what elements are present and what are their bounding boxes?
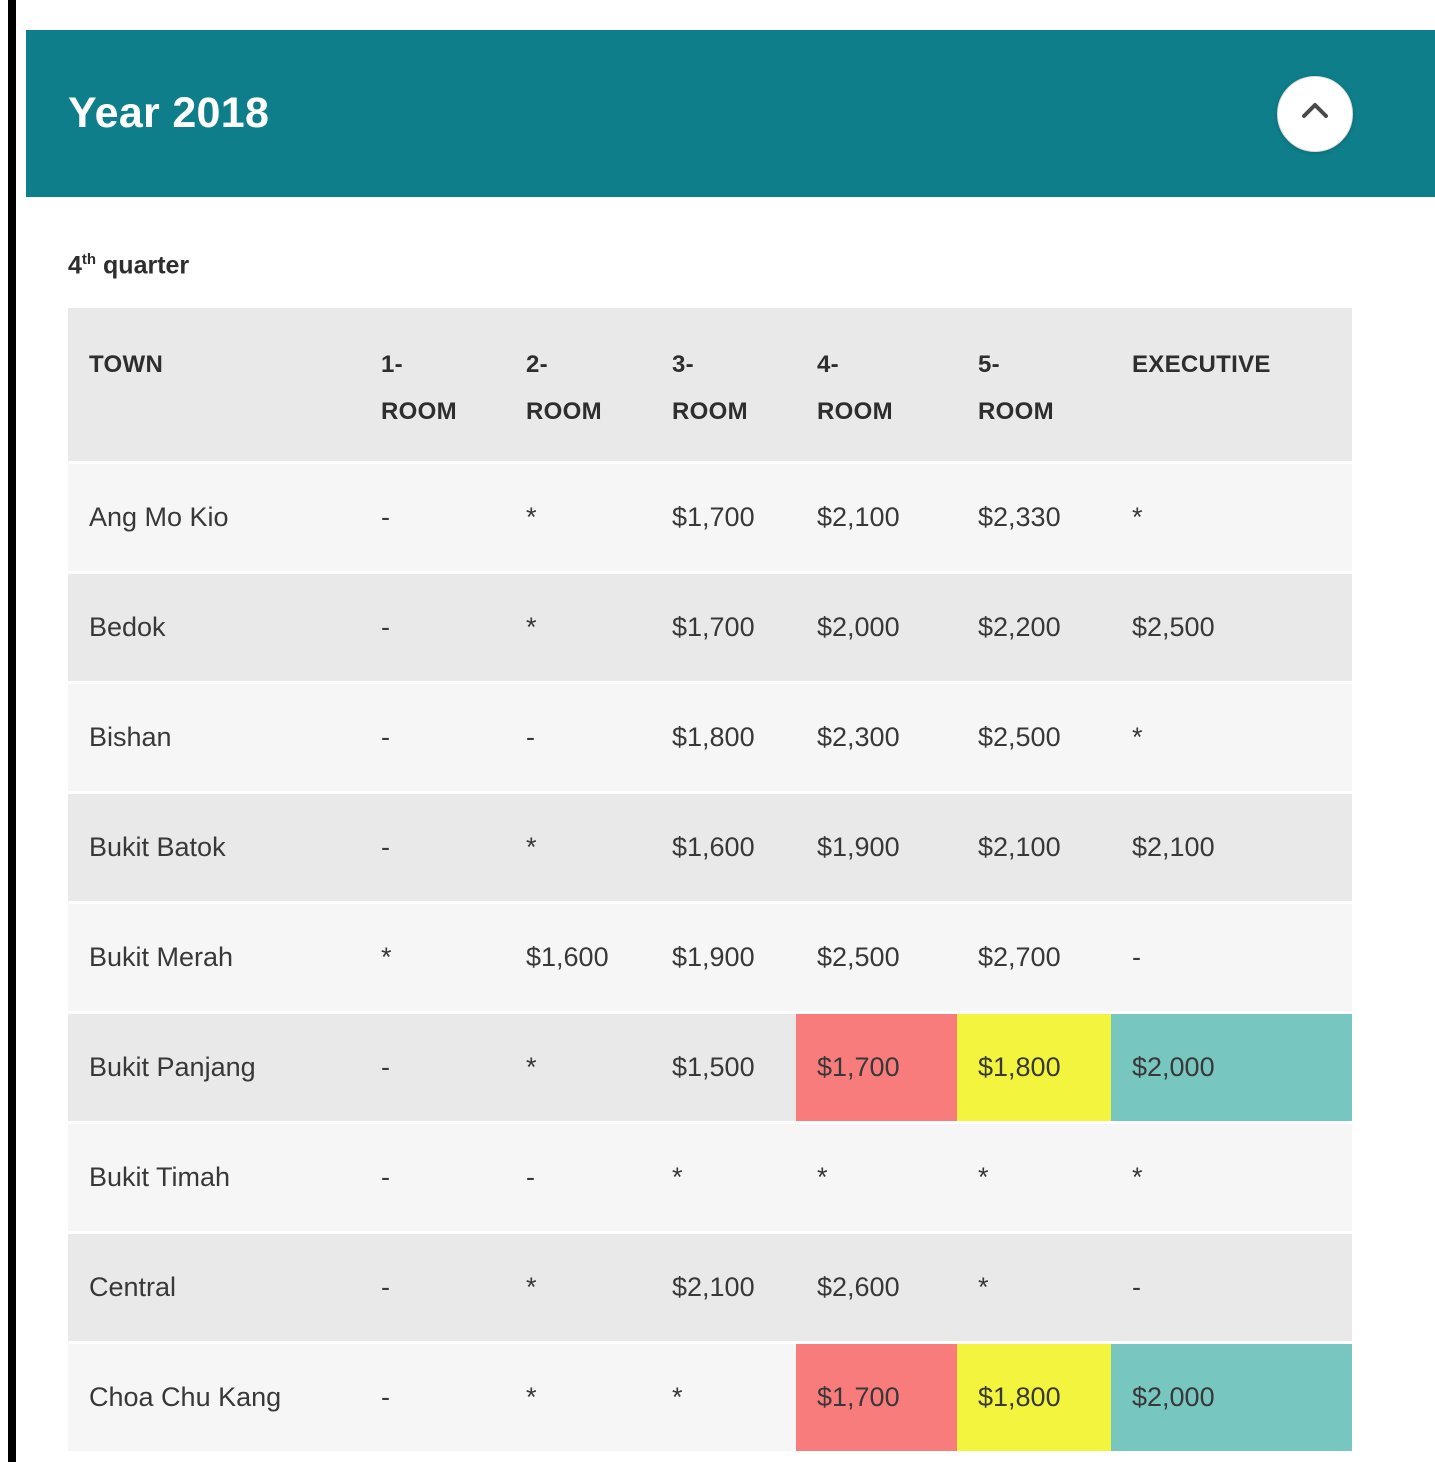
value-cell: $1,900 — [796, 792, 957, 904]
column-header-5-room: 5- ROOM — [957, 308, 1111, 464]
value-cell: $2,600 — [796, 1232, 957, 1344]
value-cell: $2,100 — [1111, 792, 1352, 904]
value-cell: $2,700 — [957, 902, 1111, 1014]
value-cell: - — [360, 1012, 505, 1124]
value-cell-highlighted: $2,000 — [1111, 1012, 1352, 1124]
table-row: Bukit Timah - - * * * * — [68, 1122, 1352, 1234]
town-cell: Bukit Merah — [68, 902, 360, 1014]
table-row: Bukit Panjang - * $1,500 $1,700 $1,800 $… — [68, 1012, 1352, 1124]
table-row: Bishan - - $1,800 $2,300 $2,500 * — [68, 682, 1352, 794]
value-cell: * — [505, 1232, 651, 1344]
value-cell: $2,300 — [796, 682, 957, 794]
value-cell: * — [651, 1342, 796, 1454]
column-header-3-room: 3- ROOM — [651, 308, 796, 464]
table-row: Bukit Merah * $1,600 $1,900 $2,500 $2,70… — [68, 902, 1352, 1014]
value-cell: - — [505, 682, 651, 794]
town-cell: Choa Chu Kang — [68, 1342, 360, 1454]
value-cell: - — [360, 1122, 505, 1234]
town-cell: Bukit Batok — [68, 792, 360, 904]
value-cell: * — [505, 462, 651, 574]
town-cell: Ang Mo Kio — [68, 462, 360, 574]
value-cell: * — [505, 792, 651, 904]
value-cell-highlighted: $1,800 — [957, 1012, 1111, 1124]
value-cell: $2,500 — [957, 682, 1111, 794]
rental-rates-table: TOWN 1- ROOM 2- ROOM 3- ROOM 4- ROOM 5- … — [68, 308, 1352, 1454]
value-cell-highlighted: $2,000 — [1111, 1342, 1352, 1454]
collapse-button[interactable] — [1277, 75, 1353, 152]
value-cell: * — [360, 902, 505, 1014]
quarter-heading: 4th quarter — [68, 251, 1435, 280]
table-row: Bedok - * $1,700 $2,000 $2,200 $2,500 — [68, 572, 1352, 684]
value-cell: $1,600 — [505, 902, 651, 1014]
value-cell: $2,330 — [957, 462, 1111, 574]
year-accordion-header[interactable]: Year 2018 — [26, 30, 1435, 197]
town-cell: Bishan — [68, 682, 360, 794]
value-cell: * — [505, 1012, 651, 1124]
value-cell: - — [360, 572, 505, 684]
value-cell: $1,600 — [651, 792, 796, 904]
table-row: Choa Chu Kang - * * $1,700 $1,800 $2,000 — [68, 1342, 1352, 1454]
chevron-up-icon — [1298, 99, 1332, 128]
value-cell: $2,100 — [796, 462, 957, 574]
town-cell: Central — [68, 1232, 360, 1344]
value-cell: * — [1111, 682, 1352, 794]
value-cell: - — [1111, 1232, 1352, 1344]
value-cell: - — [360, 682, 505, 794]
value-cell: $1,800 — [651, 682, 796, 794]
quarter-word: quarter — [96, 251, 190, 280]
value-cell: * — [505, 572, 651, 684]
value-cell: $2,500 — [796, 902, 957, 1014]
value-cell: * — [1111, 462, 1352, 574]
value-cell: $1,700 — [651, 572, 796, 684]
value-cell: $2,100 — [957, 792, 1111, 904]
value-cell: $1,500 — [651, 1012, 796, 1124]
value-cell: $2,500 — [1111, 572, 1352, 684]
table-header-row: TOWN 1- ROOM 2- ROOM 3- ROOM 4- ROOM 5- … — [68, 308, 1352, 464]
value-cell: * — [796, 1122, 957, 1234]
column-header-1-room: 1- ROOM — [360, 308, 505, 464]
value-cell-highlighted: $1,800 — [957, 1342, 1111, 1454]
value-cell: * — [1111, 1122, 1352, 1234]
page-title: Year 2018 — [68, 89, 270, 137]
value-cell: - — [1111, 902, 1352, 1014]
column-header-2-room: 2- ROOM — [505, 308, 651, 464]
town-cell: Bukit Panjang — [68, 1012, 360, 1124]
value-cell: * — [651, 1122, 796, 1234]
value-cell: - — [360, 462, 505, 574]
value-cell: $2,000 — [796, 572, 957, 684]
page-left-border — [8, 0, 16, 1462]
value-cell: * — [957, 1232, 1111, 1344]
table-row: Ang Mo Kio - * $1,700 $2,100 $2,330 * — [68, 462, 1352, 574]
value-cell: $2,200 — [957, 572, 1111, 684]
column-header-4-room: 4- ROOM — [796, 308, 957, 464]
value-cell-highlighted: $1,700 — [796, 1342, 957, 1454]
column-header-town: TOWN — [68, 308, 360, 464]
quarter-number: 4 — [68, 251, 82, 280]
value-cell: * — [957, 1122, 1111, 1234]
table-row: Central - * $2,100 $2,600 * - — [68, 1232, 1352, 1344]
value-cell: $1,700 — [651, 462, 796, 574]
value-cell-highlighted: $1,700 — [796, 1012, 957, 1124]
quarter-ordinal-suffix: th — [81, 251, 97, 268]
value-cell: $1,900 — [651, 902, 796, 1014]
value-cell: - — [360, 1232, 505, 1344]
column-header-executive: EXECUTIVE — [1111, 308, 1352, 464]
town-cell: Bukit Timah — [68, 1122, 360, 1234]
value-cell: - — [360, 1342, 505, 1454]
value-cell: * — [505, 1342, 651, 1454]
table-row: Bukit Batok - * $1,600 $1,900 $2,100 $2,… — [68, 792, 1352, 904]
value-cell: - — [360, 792, 505, 904]
value-cell: - — [505, 1122, 651, 1234]
value-cell: $2,100 — [651, 1232, 796, 1344]
accordion-content: 4th quarter TOWN 1- ROOM 2- ROOM 3- ROOM… — [26, 197, 1435, 1462]
town-cell: Bedok — [68, 572, 360, 684]
